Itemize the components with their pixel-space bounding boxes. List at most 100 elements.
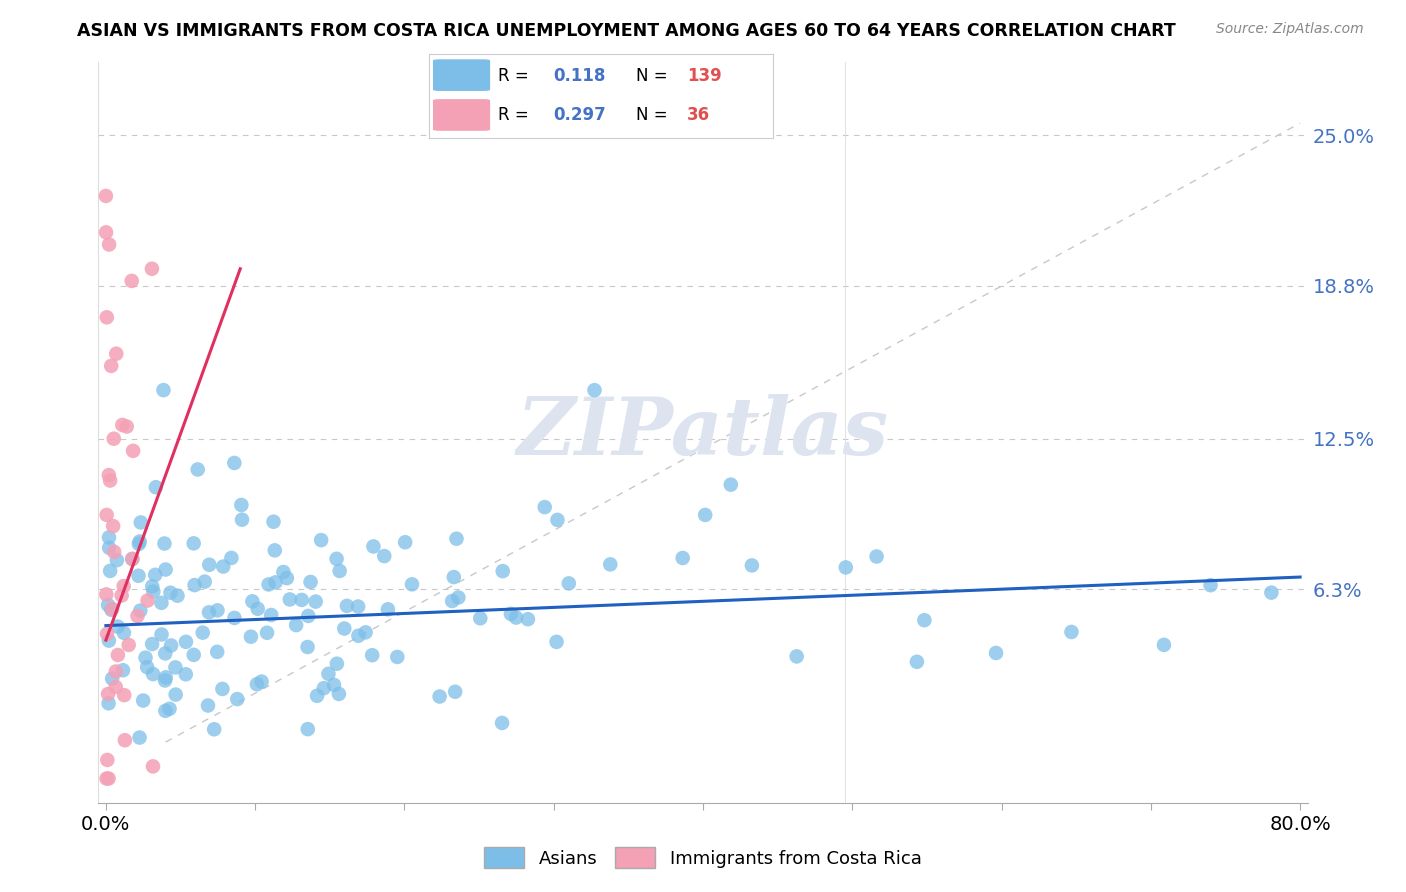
Point <box>447 591 470 605</box>
Point <box>98 541 121 555</box>
Point <box>96 310 118 325</box>
Point <box>312 681 335 695</box>
Point <box>720 477 742 491</box>
Point <box>256 625 278 640</box>
Point <box>260 607 283 622</box>
Point <box>160 639 183 653</box>
Point <box>583 383 606 397</box>
Point <box>276 571 298 585</box>
Point <box>198 558 221 572</box>
Text: 139: 139 <box>688 67 721 85</box>
Point <box>285 618 308 632</box>
Point <box>121 552 143 566</box>
Point <box>115 419 138 434</box>
Point <box>299 574 322 589</box>
Point <box>695 508 717 522</box>
Point <box>105 347 128 361</box>
Point <box>150 627 173 641</box>
Point <box>155 704 177 718</box>
Point <box>174 667 197 681</box>
Point <box>492 564 515 578</box>
Point <box>141 637 163 651</box>
Text: N =: N = <box>636 67 672 85</box>
FancyBboxPatch shape <box>432 98 491 131</box>
Point <box>127 609 149 624</box>
Point <box>134 650 156 665</box>
Point <box>101 519 124 533</box>
Point <box>546 513 568 527</box>
Point <box>329 564 352 578</box>
Point <box>347 629 370 643</box>
Point <box>111 417 134 432</box>
Point <box>105 553 128 567</box>
Point <box>136 660 159 674</box>
Point <box>122 443 145 458</box>
Point <box>361 648 384 663</box>
Point <box>224 456 246 470</box>
Point <box>309 533 332 548</box>
Text: ASIAN VS IMMIGRANTS FROM COSTA RICA UNEMPLOYMENT AMONG AGES 60 TO 64 YEARS CORRE: ASIAN VS IMMIGRANTS FROM COSTA RICA UNEM… <box>77 22 1175 40</box>
Point <box>183 536 205 550</box>
Point <box>98 237 121 252</box>
Point <box>546 635 568 649</box>
Point <box>118 638 141 652</box>
Point <box>672 551 695 566</box>
Point <box>470 611 492 625</box>
Point <box>1260 585 1282 599</box>
Point <box>97 633 120 648</box>
Point <box>224 611 246 625</box>
Text: N =: N = <box>636 105 672 123</box>
Point <box>533 500 555 515</box>
Point <box>297 609 319 624</box>
Point <box>114 733 136 747</box>
Point <box>145 480 167 494</box>
Point <box>347 599 370 614</box>
Point <box>132 693 155 707</box>
Point <box>326 657 349 671</box>
Point <box>905 655 928 669</box>
Point <box>305 689 328 703</box>
Point <box>499 607 522 621</box>
Point <box>263 543 285 558</box>
Point <box>107 648 129 662</box>
Point <box>112 625 135 640</box>
Point <box>394 535 416 549</box>
Point <box>250 674 273 689</box>
Point <box>1199 578 1222 592</box>
Point <box>429 690 451 704</box>
Point <box>211 681 233 696</box>
Point <box>159 702 181 716</box>
Point <box>516 612 538 626</box>
Point <box>446 532 468 546</box>
Point <box>121 552 143 566</box>
Point <box>142 667 165 681</box>
Point <box>153 536 176 550</box>
Point <box>187 462 209 476</box>
Point <box>291 593 314 607</box>
Point <box>325 551 347 566</box>
Point <box>128 731 150 745</box>
Point <box>183 578 205 592</box>
Point <box>202 723 225 737</box>
Point <box>98 564 121 578</box>
Point <box>363 540 385 554</box>
Point <box>198 605 221 619</box>
Point <box>1153 638 1175 652</box>
Point <box>101 602 124 616</box>
FancyBboxPatch shape <box>432 59 491 92</box>
Point <box>165 660 187 674</box>
Point <box>194 574 217 589</box>
Text: 0.118: 0.118 <box>553 67 605 85</box>
Point <box>152 383 174 397</box>
Point <box>97 696 120 710</box>
Point <box>97 531 120 545</box>
Text: Source: ZipAtlas.com: Source: ZipAtlas.com <box>1216 22 1364 37</box>
Point <box>94 225 117 239</box>
Point <box>128 568 150 582</box>
Point <box>984 646 1007 660</box>
Point <box>865 549 887 564</box>
Point <box>328 687 350 701</box>
Point <box>246 677 269 691</box>
Point <box>103 545 125 559</box>
Point <box>100 359 122 373</box>
